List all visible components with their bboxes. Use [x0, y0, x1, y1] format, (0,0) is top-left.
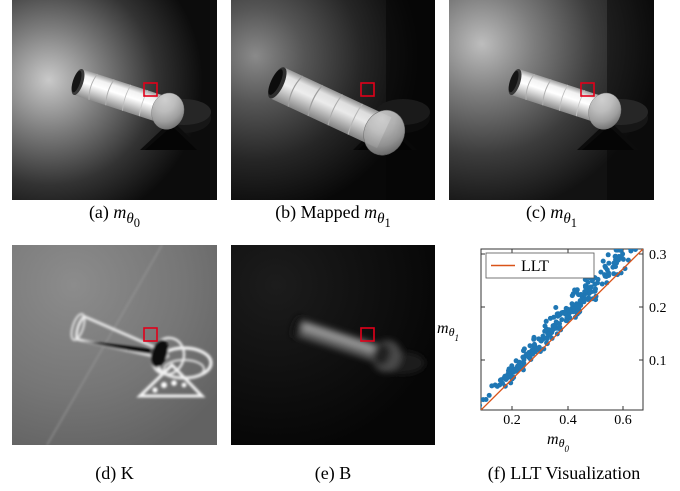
svg-text:mθ1: mθ1 [437, 320, 459, 343]
svg-text:0.2: 0.2 [649, 301, 667, 316]
svg-text:mθ0: mθ0 [547, 431, 569, 452]
svg-text:0.4: 0.4 [559, 413, 577, 428]
svg-text:LLT: LLT [521, 258, 549, 275]
svg-text:0.1: 0.1 [649, 354, 667, 369]
svg-text:0.3: 0.3 [649, 248, 667, 263]
svg-text:0.2: 0.2 [503, 413, 521, 428]
svg-text:0.6: 0.6 [614, 413, 632, 428]
